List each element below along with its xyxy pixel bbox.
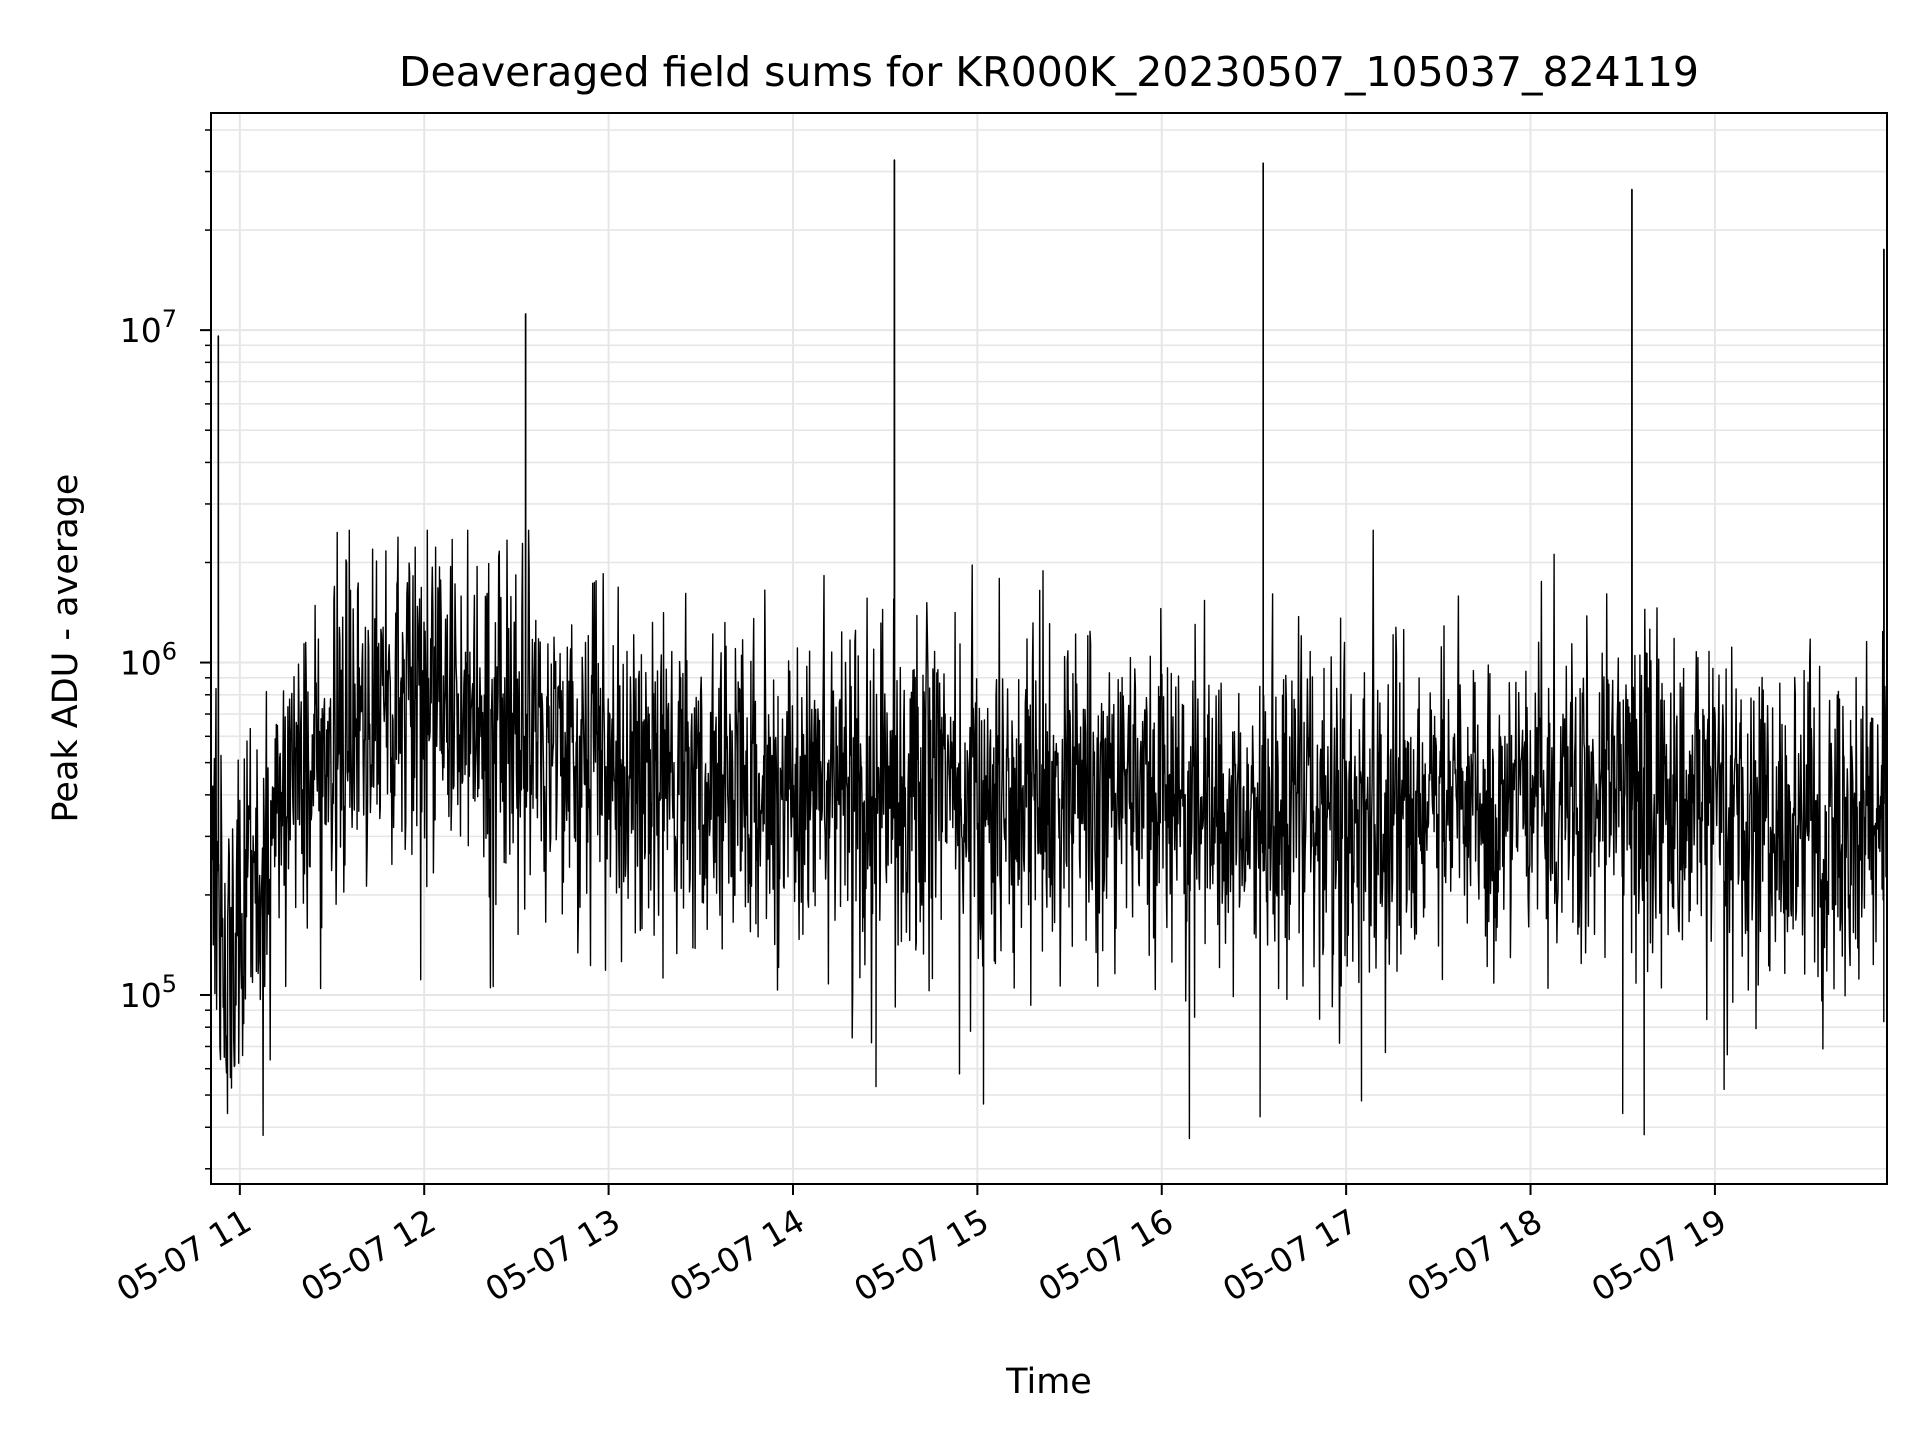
series-layer — [210, 159, 1888, 1140]
y-axis-label: Peak ADU - average — [46, 474, 86, 823]
y-tick-label: 107 — [120, 305, 177, 350]
x-tick-label: 05-07 17 — [1216, 1201, 1364, 1309]
x-tick-label: 05-07 11 — [110, 1201, 258, 1309]
x-axis-label: Time — [1005, 1362, 1092, 1402]
x-tick-label: 05-07 16 — [1032, 1201, 1180, 1309]
x-tick-label: 05-07 13 — [479, 1201, 627, 1309]
y-tick-label: 105 — [120, 970, 177, 1015]
chart-title: Deaveraged field sums for KR000K_2023050… — [399, 48, 1699, 96]
x-tick-label: 05-07 12 — [294, 1201, 442, 1309]
plot-frame — [210, 112, 1888, 1185]
x-tick-label: 05-07 19 — [1585, 1201, 1733, 1309]
y-tick-label: 106 — [120, 638, 177, 683]
x-tick-label: 05-07 15 — [847, 1201, 995, 1309]
x-tick-label: 05-07 14 — [663, 1201, 811, 1309]
x-tick-label: 05-07 18 — [1401, 1201, 1549, 1309]
series-line — [210, 159, 1888, 1140]
